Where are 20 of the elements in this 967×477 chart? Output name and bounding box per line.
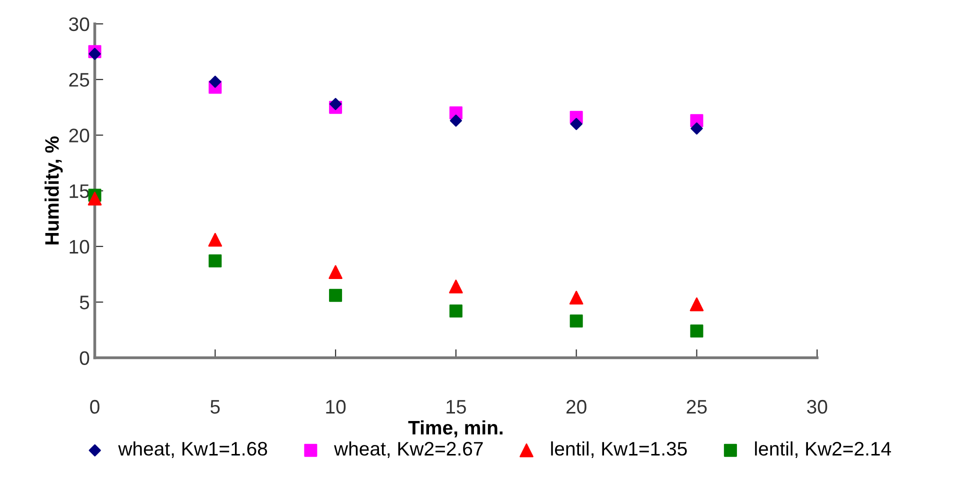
y-tick-label: 5 (80, 296, 90, 310)
x-tick-label: 0 (90, 400, 100, 414)
legend-label: lentil, Kw1=1.35 (551, 441, 687, 458)
legend-label: wheat, Kw1=1.68 (118, 441, 268, 458)
y-tick-label: 25 (69, 72, 90, 87)
y-tick-label: 30 (69, 17, 90, 32)
x-tick-label: 20 (566, 400, 586, 414)
legend-label: lentil, Kw2=2.14 (755, 441, 892, 458)
y-tick-label: 20 (69, 128, 90, 142)
y-tick-label: 0 (80, 351, 90, 365)
x-tick-label: 25 (686, 400, 707, 414)
x-tick-label: 10 (326, 400, 346, 414)
y-tick-label: 15 (70, 184, 90, 198)
y-tick-label: 10 (70, 240, 90, 254)
legend-label: wheat, Kw2=2.67 (334, 441, 483, 458)
x-tick-label: 5 (210, 400, 220, 414)
x-tick-label: 30 (807, 400, 828, 414)
y-axis-title: Humidity, % (44, 136, 63, 244)
x-axis-title: Time, min. (408, 420, 503, 438)
x-tick-label: 15 (446, 400, 466, 414)
